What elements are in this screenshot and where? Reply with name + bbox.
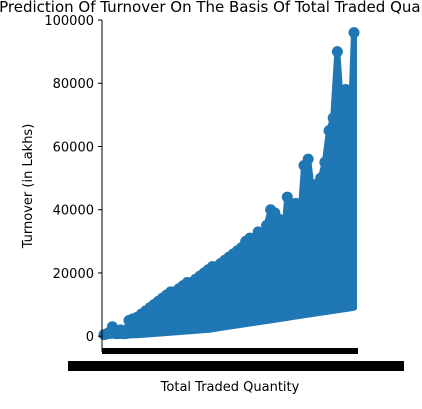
y-tick-label: 60000 [53,140,94,155]
data-point [261,220,272,232]
data-point [331,46,343,58]
x-tick-band [102,348,358,354]
x-tick-label-band [68,361,404,371]
data-point [281,191,293,203]
series-points [98,27,360,341]
data-point [348,27,360,39]
data-point [273,213,285,225]
x-axis-label: Total Traded Quantity [160,380,300,395]
data-point [323,125,335,137]
data-point [290,197,302,209]
y-ticks: 0 20000 40000 60000 80000 100000 [44,14,102,345]
data-point [344,140,356,152]
data-point [256,229,268,241]
data-point [306,188,318,200]
data-point [119,327,131,339]
data-point [302,153,314,165]
y-tick-label: 80000 [53,77,94,92]
data-point [340,84,352,96]
chart-title: Prediction Of Turnover On The Basis Of T… [0,0,422,16]
y-tick-label: 0 [86,330,94,345]
data-point [294,220,306,232]
data-point [327,112,339,124]
y-tick-label: 20000 [53,267,94,282]
x-axis [68,348,404,371]
data-point [315,172,327,184]
y-tick-label: 40000 [53,204,94,219]
y-axis-label: Turnover (in Lakhs) [21,124,36,250]
series-lines [102,32,356,337]
data-point [319,156,331,168]
data-point [286,210,297,222]
y-tick-label: 100000 [44,14,94,29]
data-point [336,109,347,121]
data-point [277,235,289,247]
